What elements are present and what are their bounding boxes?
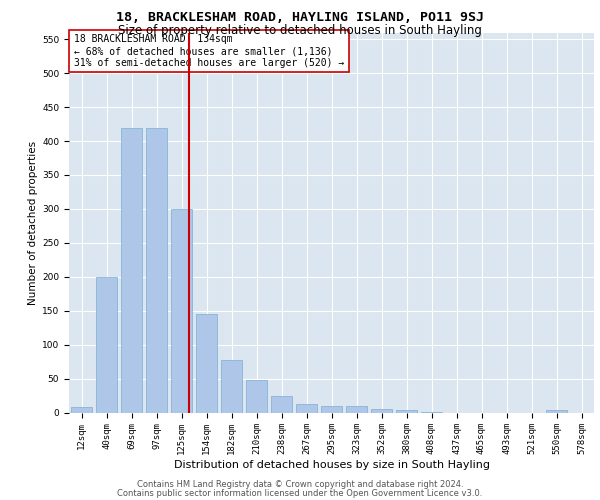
Bar xyxy=(321,406,342,412)
Bar xyxy=(371,409,392,412)
Text: 18 BRACKLESHAM ROAD: 134sqm
← 68% of detached houses are smaller (1,136)
31% of : 18 BRACKLESHAM ROAD: 134sqm ← 68% of det… xyxy=(74,34,344,68)
Bar xyxy=(196,314,217,412)
Text: Contains HM Land Registry data © Crown copyright and database right 2024.: Contains HM Land Registry data © Crown c… xyxy=(137,480,463,489)
Y-axis label: Number of detached properties: Number of detached properties xyxy=(28,140,38,304)
Bar xyxy=(396,410,417,412)
Bar xyxy=(121,128,142,412)
Text: Size of property relative to detached houses in South Hayling: Size of property relative to detached ho… xyxy=(118,24,482,37)
Bar xyxy=(221,360,242,412)
Text: 18, BRACKLESHAM ROAD, HAYLING ISLAND, PO11 9SJ: 18, BRACKLESHAM ROAD, HAYLING ISLAND, PO… xyxy=(116,11,484,24)
Bar xyxy=(146,128,167,412)
Bar xyxy=(71,407,92,412)
Bar xyxy=(246,380,267,412)
X-axis label: Distribution of detached houses by size in South Hayling: Distribution of detached houses by size … xyxy=(173,460,490,470)
Bar xyxy=(96,277,117,412)
Bar xyxy=(171,209,192,412)
Bar xyxy=(296,404,317,412)
Bar xyxy=(271,396,292,412)
Bar xyxy=(346,406,367,412)
Bar xyxy=(546,410,567,412)
Text: Contains public sector information licensed under the Open Government Licence v3: Contains public sector information licen… xyxy=(118,488,482,498)
